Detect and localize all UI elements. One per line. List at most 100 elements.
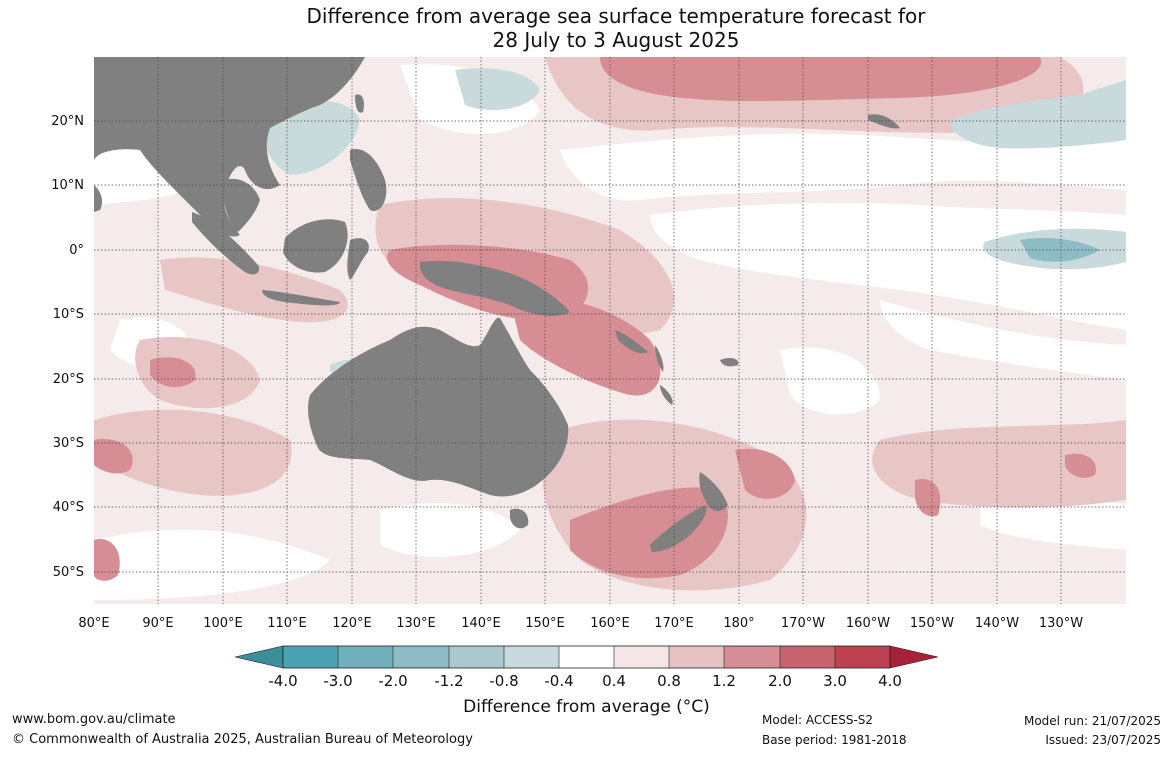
lat-axis: 20°N 10°N 0° 10°S 20°S 30°S 40°S 50°S <box>51 114 84 580</box>
colorbar-segment <box>449 646 504 668</box>
colorbar-tick-label: 0.4 <box>602 672 626 690</box>
colorbar-segment <box>504 646 559 668</box>
lat-label: 10°S <box>53 307 84 322</box>
colorbar-tick-label: -1.2 <box>434 672 463 690</box>
lat-label: 0° <box>69 243 84 258</box>
land-taiwan <box>355 94 365 113</box>
colorbar-segment <box>724 646 780 668</box>
colorbar: -4.0 -3.0 -2.0 -1.2 -0.8 -0.4 0.4 0.8 1.… <box>234 645 939 690</box>
lon-label: 140°E <box>461 616 501 631</box>
colorbar-tick-label: 0.8 <box>657 672 681 690</box>
colorbar-segment <box>283 646 338 668</box>
lon-label: 100°E <box>203 616 243 631</box>
lat-label: 50°S <box>53 565 84 580</box>
land-masses <box>94 57 900 552</box>
anomaly-field <box>94 57 1126 600</box>
land-new-caledonia <box>660 385 673 405</box>
colorbar-segment <box>669 646 724 668</box>
footer-model: Model: ACCESS-S2 <box>762 713 874 727</box>
warm-core-coral-sea <box>510 297 661 396</box>
colorbar-segment <box>338 646 393 668</box>
land-hawaii <box>868 114 900 129</box>
neutral-zone-south-mid <box>380 502 520 557</box>
land-sumatra <box>192 212 260 275</box>
colorbar-segment <box>780 646 835 668</box>
lat-label: 40°S <box>53 500 84 515</box>
title-line-2: 28 July to 3 August 2025 <box>492 28 740 52</box>
land-solomon <box>615 330 648 354</box>
neutral-zone-south <box>94 529 330 600</box>
land-australia <box>307 317 569 497</box>
lon-label: 150°E <box>525 616 565 631</box>
colorbar-segment <box>835 646 890 668</box>
footer-model-run: Model run: 21/07/2025 <box>1023 714 1161 728</box>
colorbar-tick-label: 1.2 <box>712 672 736 690</box>
map-gridlines <box>94 57 1126 604</box>
colorbar-tick-label: -0.8 <box>489 672 518 690</box>
lon-label: 140°W <box>975 616 1019 631</box>
warm-band-indian-mid <box>135 336 260 409</box>
colorbar-tick-label: 2.0 <box>768 672 792 690</box>
warm-band-north-core <box>600 57 1042 102</box>
land-philippines <box>350 149 387 211</box>
neutral-zone-equator <box>650 203 1126 330</box>
colorbar-arrow-high <box>889 645 939 669</box>
warm-core-east-tasman <box>735 448 795 499</box>
neutral-zone-north <box>560 133 1126 201</box>
cool-zone-north-pacific <box>455 68 540 110</box>
lon-axis: 80°E 90°E 100°E 110°E 120°E 130°E 140°E … <box>78 616 1083 631</box>
colorbar-tick-label: -3.0 <box>323 672 352 690</box>
colorbar-title: Difference from average (°C) <box>463 697 710 717</box>
warm-core-tasman <box>570 487 728 579</box>
land-nz-north <box>699 472 728 512</box>
footer-copyright: © Commonwealth of Australia 2025, Austra… <box>12 732 473 747</box>
lon-label: 130°W <box>1039 616 1083 631</box>
land-sulawesi <box>347 238 369 280</box>
warm-core-indian-mid <box>150 357 196 388</box>
lon-label: 120°E <box>332 616 372 631</box>
neutral-zone-pacific-south <box>780 347 880 415</box>
lon-label: 110°E <box>267 616 307 631</box>
colorbar-arrow-low <box>234 645 284 669</box>
lat-label: 20°N <box>51 114 84 129</box>
land-fiji <box>720 357 739 367</box>
neutral-zone-far-south-east <box>980 495 1126 550</box>
colorbar-tick-label: 4.0 <box>878 672 902 690</box>
land-borneo <box>283 219 348 273</box>
land-java <box>262 290 340 306</box>
land-india-tip <box>94 185 103 212</box>
footer-base-period: Base period: 1981-2018 <box>762 733 907 747</box>
title-line-1: Difference from average sea surface temp… <box>306 4 926 28</box>
colorbar-dividers <box>337 646 836 668</box>
lon-label: 150°W <box>910 616 954 631</box>
colorbar-segment <box>559 646 614 668</box>
colorbar-outline <box>282 645 891 669</box>
footer-website: www.bom.gov.au/climate <box>12 712 176 727</box>
lon-label: 80°E <box>78 616 109 631</box>
colorbar-tick-label: 3.0 <box>823 672 847 690</box>
neutral-zone-south-east <box>880 300 1126 380</box>
footer-issued: Issued: 23/07/2025 <box>1045 733 1161 747</box>
warm-band-maritime <box>160 257 348 323</box>
lon-label: 90°E <box>142 616 173 631</box>
colorbar-tick-label: -2.0 <box>378 672 407 690</box>
land-tasmania <box>510 508 529 529</box>
warm-core-indian-south <box>94 439 133 474</box>
land-asia <box>94 57 365 237</box>
colorbar-tick-label: -0.4 <box>544 672 573 690</box>
lon-label: 170°W <box>781 616 825 631</box>
colorbar-tick-label: -4.0 <box>268 672 297 690</box>
land-nz-south <box>650 505 707 552</box>
land-png <box>419 260 570 316</box>
lon-label: 160°W <box>846 616 890 631</box>
lat-label: 30°S <box>53 436 84 451</box>
cool-zone-north-east <box>950 80 1126 149</box>
lon-label: 180° <box>723 616 754 631</box>
land-indochina <box>222 178 260 232</box>
lat-label: 10°N <box>51 178 84 193</box>
land-vanuatu <box>655 345 664 372</box>
warm-band-indian-south <box>94 409 292 496</box>
warm-core-sw <box>94 539 120 581</box>
lon-label: 160°E <box>590 616 630 631</box>
